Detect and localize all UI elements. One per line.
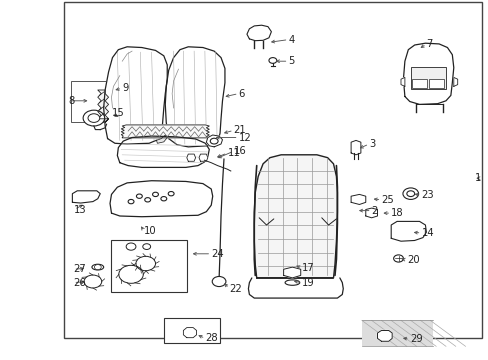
Circle shape (210, 138, 218, 144)
Polygon shape (186, 154, 195, 161)
Text: 9: 9 (122, 83, 128, 93)
Polygon shape (400, 77, 404, 86)
Text: 12: 12 (238, 132, 251, 143)
Circle shape (83, 110, 104, 126)
Text: 3: 3 (368, 139, 375, 149)
Polygon shape (72, 191, 100, 203)
Polygon shape (246, 25, 271, 41)
Polygon shape (199, 154, 207, 161)
Ellipse shape (92, 264, 103, 270)
Circle shape (268, 58, 276, 63)
Text: 10: 10 (144, 226, 157, 236)
Polygon shape (283, 267, 300, 278)
Polygon shape (403, 43, 453, 104)
Circle shape (393, 255, 403, 262)
Polygon shape (377, 330, 391, 341)
Circle shape (212, 276, 225, 287)
Circle shape (142, 244, 150, 249)
Text: 21: 21 (233, 125, 246, 135)
Polygon shape (117, 136, 209, 167)
Polygon shape (121, 125, 209, 138)
Text: 7: 7 (426, 39, 432, 49)
Text: 16: 16 (233, 146, 246, 156)
Text: 2: 2 (371, 206, 377, 216)
Text: 18: 18 (390, 208, 403, 218)
Polygon shape (350, 140, 360, 155)
Polygon shape (453, 77, 457, 86)
Text: 23: 23 (421, 190, 433, 200)
Text: 1: 1 (474, 173, 481, 183)
Text: 28: 28 (205, 333, 218, 343)
Bar (63, 2, 481, 338)
Bar (428, 79, 443, 88)
Bar (361, 320, 432, 346)
Polygon shape (350, 194, 365, 204)
Circle shape (128, 199, 134, 204)
Text: 27: 27 (73, 264, 86, 274)
Text: 6: 6 (238, 89, 244, 99)
Text: 17: 17 (302, 263, 314, 273)
Polygon shape (110, 181, 212, 217)
Text: 15: 15 (111, 108, 124, 118)
Circle shape (152, 192, 158, 197)
Text: 14: 14 (421, 228, 433, 238)
Text: 13: 13 (74, 204, 87, 215)
Circle shape (406, 191, 414, 197)
Text: 25: 25 (381, 195, 393, 205)
Bar (71, 81, 127, 122)
Polygon shape (206, 135, 222, 147)
Text: 4: 4 (288, 35, 294, 45)
Text: 29: 29 (409, 334, 422, 344)
Bar (411, 79, 426, 88)
Text: 11: 11 (227, 148, 240, 158)
Polygon shape (254, 155, 337, 278)
Circle shape (144, 198, 150, 202)
Circle shape (126, 243, 136, 250)
Text: 26: 26 (73, 278, 86, 288)
Circle shape (88, 114, 100, 122)
Text: 5: 5 (288, 56, 294, 66)
Polygon shape (183, 328, 196, 338)
Polygon shape (98, 90, 108, 122)
Polygon shape (365, 208, 377, 218)
Bar (111, 240, 187, 292)
Circle shape (168, 192, 174, 196)
Text: 24: 24 (211, 249, 224, 259)
Text: 8: 8 (68, 96, 75, 106)
Polygon shape (103, 47, 167, 144)
Circle shape (402, 188, 418, 199)
Text: 22: 22 (228, 284, 241, 294)
Bar (163, 318, 220, 343)
Ellipse shape (285, 280, 299, 285)
Polygon shape (165, 47, 224, 147)
Text: 20: 20 (406, 255, 419, 265)
Text: 19: 19 (302, 278, 314, 288)
Circle shape (94, 265, 101, 270)
Bar (410, 67, 445, 89)
Polygon shape (156, 135, 167, 143)
Circle shape (136, 194, 142, 198)
Polygon shape (390, 221, 426, 241)
Circle shape (161, 197, 166, 201)
